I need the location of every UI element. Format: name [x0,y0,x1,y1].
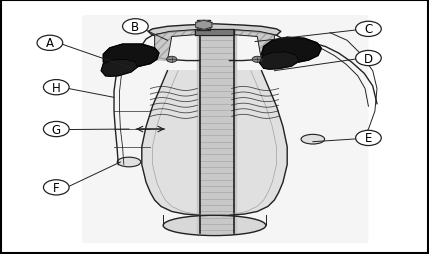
Text: E: E [365,132,372,145]
Circle shape [43,122,69,137]
Polygon shape [154,30,195,61]
Polygon shape [197,21,210,30]
Ellipse shape [301,135,325,145]
Circle shape [123,20,148,35]
Ellipse shape [163,215,266,236]
Text: H: H [52,81,60,94]
Circle shape [356,22,381,37]
Text: G: G [52,123,61,136]
Polygon shape [101,60,138,77]
Circle shape [166,57,177,63]
Polygon shape [196,21,212,30]
Circle shape [252,57,263,63]
Text: D: D [364,52,373,65]
Circle shape [43,80,69,96]
Polygon shape [148,25,281,36]
FancyBboxPatch shape [82,16,369,243]
Polygon shape [262,38,321,64]
Circle shape [37,36,63,51]
Polygon shape [195,30,234,36]
Circle shape [356,51,381,66]
Text: C: C [364,23,372,36]
Text: B: B [131,21,139,34]
Circle shape [356,131,381,146]
Polygon shape [260,53,299,70]
Ellipse shape [117,157,141,167]
Text: F: F [53,181,60,194]
Polygon shape [234,30,275,61]
Polygon shape [103,45,159,69]
Text: A: A [46,37,54,50]
Circle shape [43,180,69,195]
Polygon shape [142,71,287,215]
